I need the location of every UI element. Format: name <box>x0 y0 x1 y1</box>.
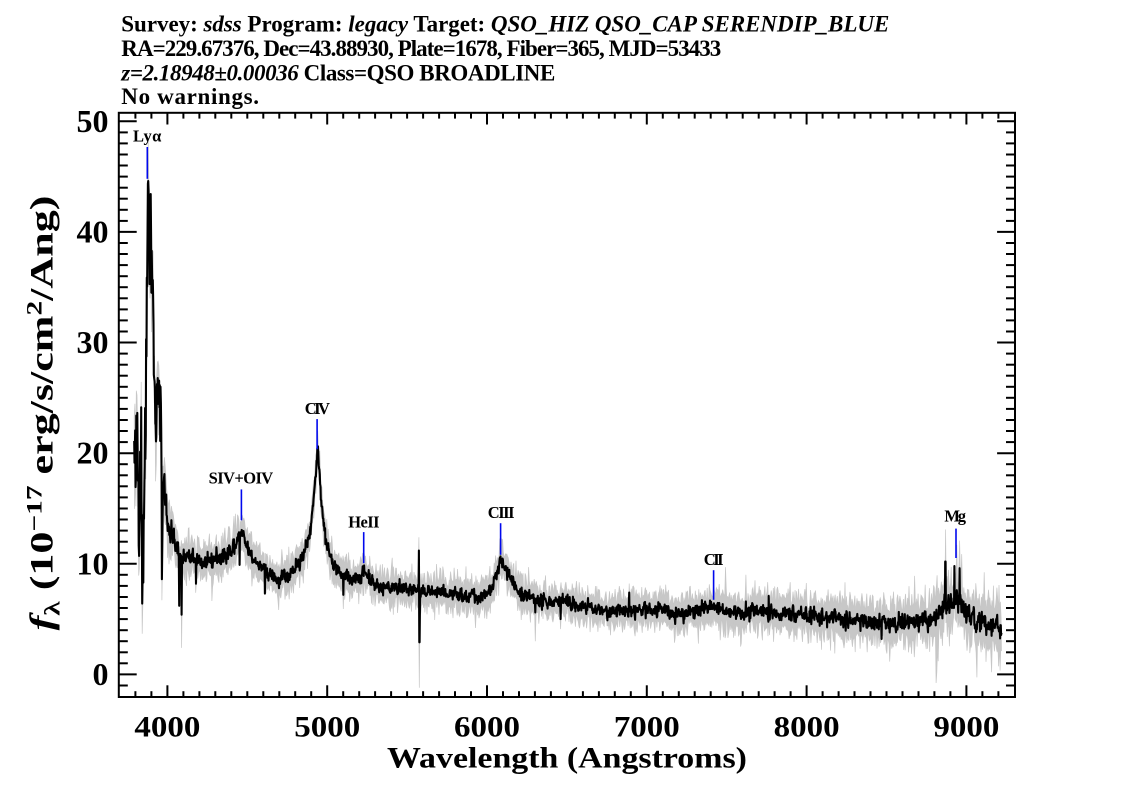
svg-text:fλ (10−17 erg/s/cm2/Ang): fλ (10−17 erg/s/cm2/Ang) <box>22 196 65 631</box>
svg-text:No warnings.: No warnings. <box>121 84 259 109</box>
svg-text:40: 40 <box>77 213 109 249</box>
svg-text:CII: CII <box>704 550 724 569</box>
svg-text:CIV: CIV <box>305 399 330 418</box>
svg-text:4000: 4000 <box>134 710 200 743</box>
svg-text:20: 20 <box>77 435 109 471</box>
svg-text:30: 30 <box>77 324 109 360</box>
svg-text:RA=229.67376, Dec=43.88930, Pl: RA=229.67376, Dec=43.88930, Plate=1678, … <box>121 36 721 61</box>
svg-text:8000: 8000 <box>774 710 840 743</box>
svg-text:Lyα: Lyα <box>133 127 162 146</box>
svg-text:Mg: Mg <box>944 507 966 526</box>
svg-text:7000: 7000 <box>614 710 680 743</box>
svg-text:SIV+OIV: SIV+OIV <box>209 469 274 488</box>
svg-text:CIII: CIII <box>488 503 515 522</box>
svg-text:10: 10 <box>77 545 109 581</box>
svg-text:Wavelength (Angstroms): Wavelength (Angstroms) <box>387 740 747 774</box>
svg-text:9000: 9000 <box>933 710 999 743</box>
svg-text:0: 0 <box>93 656 109 692</box>
svg-text:6000: 6000 <box>454 710 520 743</box>
svg-text:50: 50 <box>77 103 109 139</box>
svg-text:HeII: HeII <box>348 513 379 532</box>
svg-text:Survey: sdss Program: legacy T: Survey: sdss Program: legacy Target: QSO… <box>121 12 889 37</box>
svg-text:5000: 5000 <box>294 710 360 743</box>
svg-text:z=2.18948±0.00036 Class=QSO BR: z=2.18948±0.00036 Class=QSO BROADLINE <box>120 61 555 86</box>
